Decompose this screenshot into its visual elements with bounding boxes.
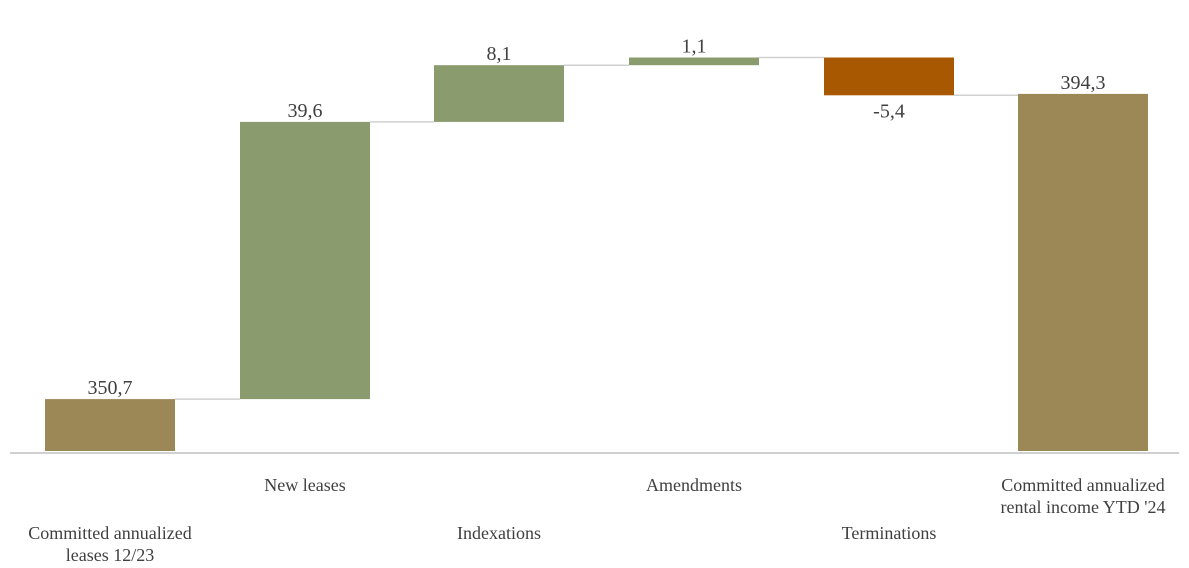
value-label: 8,1 xyxy=(487,43,512,65)
value-label: 394,3 xyxy=(1061,72,1106,94)
bar-new-leases xyxy=(240,121,370,400)
bar-committed-annualized-rental-income-ytd-24 xyxy=(1018,93,1148,454)
category-label-line: New leases xyxy=(264,475,345,495)
value-label: 39,6 xyxy=(288,100,323,122)
category-label-line: rental income YTD '24 xyxy=(1000,497,1165,517)
value-label: -5,4 xyxy=(873,100,905,122)
category-label-line: Committed annualized xyxy=(28,523,191,543)
category-label-line: leases 12/23 xyxy=(66,545,154,565)
bar-amendments xyxy=(629,57,759,66)
connector-lines xyxy=(175,56,1018,400)
category-label-line: Amendments xyxy=(646,475,742,495)
value-labels-group: 350,7 39,6 8,1 1,1 -5,4 394,3 xyxy=(88,36,1106,400)
value-label: 1,1 xyxy=(682,36,707,58)
category-label-line: Terminations xyxy=(842,523,937,543)
category-label-line: Committed annualized xyxy=(1001,475,1164,495)
category-label-committed-annualized-rental-income-ytd-24: Committed annualized rental income YTD '2… xyxy=(1000,475,1165,517)
value-label: 350,7 xyxy=(88,377,133,399)
category-label-amendments: Amendments xyxy=(646,475,742,495)
category-label-line: Indexations xyxy=(457,523,541,543)
bar-committed-annualized-leases-12-23 xyxy=(45,399,175,453)
category-label-committed-annualized-leases-12-23: Committed annualized leases 12/23 xyxy=(28,523,191,565)
category-label-terminations: Terminations xyxy=(842,523,937,543)
category-label-new-leases: New leases xyxy=(264,475,345,495)
category-label-indexations: Indexations xyxy=(457,523,541,543)
bars-group xyxy=(45,57,1148,454)
bar-terminations xyxy=(824,57,954,96)
bar-indexations xyxy=(434,65,564,122)
